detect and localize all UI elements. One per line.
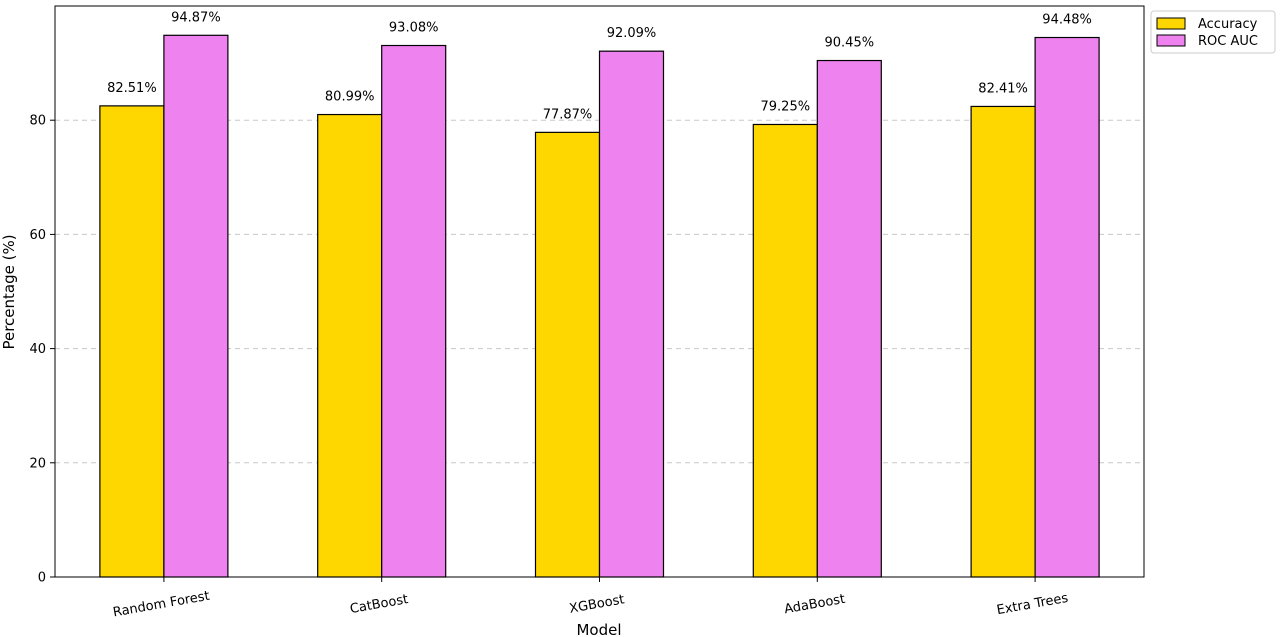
bar-accuracy-random-forest	[99, 105, 165, 578]
y-tick-label-20: 20	[29, 456, 46, 471]
data-label-accuracy-extra-trees: 82.41%	[978, 81, 1028, 96]
legend-label-accuracy: Accuracy	[1198, 17, 1258, 32]
bars	[99, 34, 1100, 578]
data-label-accuracy-xgboost: 77.87%	[543, 107, 593, 122]
bar-roc-auc-xgboost	[598, 50, 665, 578]
x-tick-label-random-forest: Random Forest	[112, 589, 211, 621]
bar-roc-auc-extra-trees	[1034, 36, 1100, 578]
y-tick-label-80: 80	[29, 114, 46, 129]
data-label-roc-auc-random-forest: 94.87%	[171, 10, 221, 25]
data-label-roc-auc-xgboost: 92.09%	[607, 26, 657, 41]
x-axis: Random Forest CatBoost XGBoost AdaBoost Extr…	[112, 577, 1070, 620]
legend-label-roc-auc: ROC AUC	[1198, 34, 1258, 49]
y-tick-label-60: 60	[29, 228, 46, 243]
bar-roc-auc-adaboost	[816, 59, 882, 578]
y-axis-label: Percentage (%)	[0, 234, 18, 349]
data-label-accuracy-random-forest: 82.51%	[107, 81, 157, 96]
legend-swatch-accuracy	[1156, 17, 1186, 30]
y-axis: 0 20 40 60 80	[29, 114, 55, 586]
data-label-roc-auc-catboost: 93.08%	[389, 21, 439, 36]
bar-accuracy-catboost	[317, 113, 383, 578]
bar-accuracy-xgboost	[534, 131, 601, 578]
legend-swatch-roc-auc	[1156, 34, 1186, 47]
x-axis-label: Model	[576, 621, 621, 637]
data-label-accuracy-adaboost: 79.25%	[761, 99, 811, 114]
bar-roc-auc-random-forest	[163, 34, 229, 578]
y-tick-label-40: 40	[29, 342, 46, 357]
x-tick-label-catboost: CatBoost	[349, 592, 410, 617]
x-tick-label-extra-trees: Extra Trees	[996, 591, 1070, 618]
bar-roc-auc-catboost	[381, 44, 447, 578]
bar-accuracy-extra-trees	[970, 105, 1036, 578]
legend: Accuracy ROC AUC	[1150, 10, 1276, 54]
data-label-roc-auc-adaboost: 90.45%	[825, 36, 875, 51]
x-tick-label-xgboost: XGBoost	[568, 592, 625, 616]
bar-accuracy-adaboost	[752, 123, 818, 578]
data-label-accuracy-catboost: 80.99%	[325, 90, 375, 105]
x-tick-label-adaboost: AdaBoost	[783, 592, 846, 617]
y-tick-label-0: 0	[38, 571, 46, 586]
data-label-roc-auc-extra-trees: 94.48%	[1042, 13, 1092, 28]
data-labels: 82.51% 94.87% 80.99% 93.08% 77.87% 92.09% 79.2…	[107, 10, 1092, 122]
